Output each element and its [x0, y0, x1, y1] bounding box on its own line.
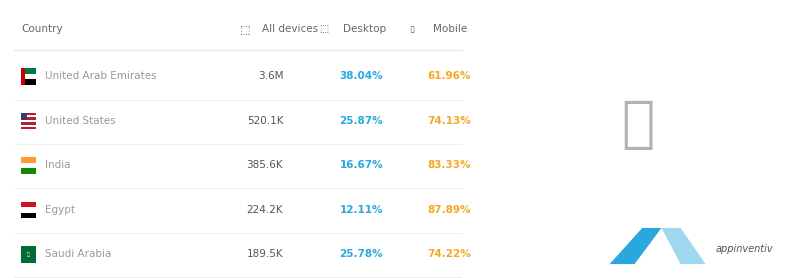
Text: ﷼: ﷼: [27, 252, 30, 257]
Text: 74.13%: 74.13%: [427, 116, 471, 126]
Text: ⬚: ⬚: [240, 24, 251, 34]
Text: Egypt: Egypt: [46, 205, 75, 215]
Text: 74.22%: 74.22%: [427, 249, 471, 259]
Text: appinventiv: appinventiv: [715, 244, 773, 254]
Bar: [26, 68, 36, 74]
Polygon shape: [610, 228, 662, 264]
Text: 38.04%: 38.04%: [339, 71, 383, 81]
Bar: [22, 115, 36, 117]
Text: Desktop: Desktop: [342, 24, 386, 34]
Bar: [22, 207, 36, 213]
Text: 3.6M: 3.6M: [258, 71, 283, 81]
Text: 189.5K: 189.5K: [246, 249, 283, 259]
Text: United Arab Emirates: United Arab Emirates: [46, 71, 157, 81]
Bar: [22, 202, 36, 207]
Text: 12.11%: 12.11%: [340, 205, 383, 215]
Bar: [22, 246, 36, 263]
Text: 83.33%: 83.33%: [428, 160, 471, 170]
Bar: [22, 120, 36, 122]
Text: 61.96%: 61.96%: [428, 71, 471, 81]
Bar: [22, 113, 36, 115]
Text: ▯: ▯: [410, 25, 414, 34]
Bar: [22, 157, 36, 163]
Polygon shape: [662, 228, 706, 264]
Text: Country: Country: [22, 24, 63, 34]
Bar: [22, 163, 36, 168]
Bar: [22, 213, 36, 218]
Bar: [26, 74, 36, 79]
Bar: [22, 122, 36, 125]
Text: 224.2K: 224.2K: [246, 205, 283, 215]
Text: 16.67%: 16.67%: [339, 160, 383, 170]
Text: 25.87%: 25.87%: [339, 116, 383, 126]
Text: Mobile: Mobile: [433, 24, 467, 34]
Bar: [22, 68, 26, 85]
Bar: [22, 125, 36, 127]
Text: 385.6K: 385.6K: [246, 160, 283, 170]
Text: 25.78%: 25.78%: [339, 249, 383, 259]
Text: United States: United States: [46, 116, 116, 126]
Bar: [26, 79, 36, 85]
Text: India: India: [46, 160, 71, 170]
Text: All devices: All devices: [262, 24, 318, 34]
Text: ⬚: ⬚: [319, 24, 328, 34]
Text: 87.89%: 87.89%: [428, 205, 471, 215]
Bar: [22, 113, 27, 120]
Bar: [22, 117, 36, 120]
Text: 🗺: 🗺: [622, 98, 654, 152]
Bar: [22, 168, 36, 174]
Bar: [22, 127, 36, 129]
Text: Saudi Arabia: Saudi Arabia: [46, 249, 111, 259]
Text: 520.1K: 520.1K: [246, 116, 283, 126]
